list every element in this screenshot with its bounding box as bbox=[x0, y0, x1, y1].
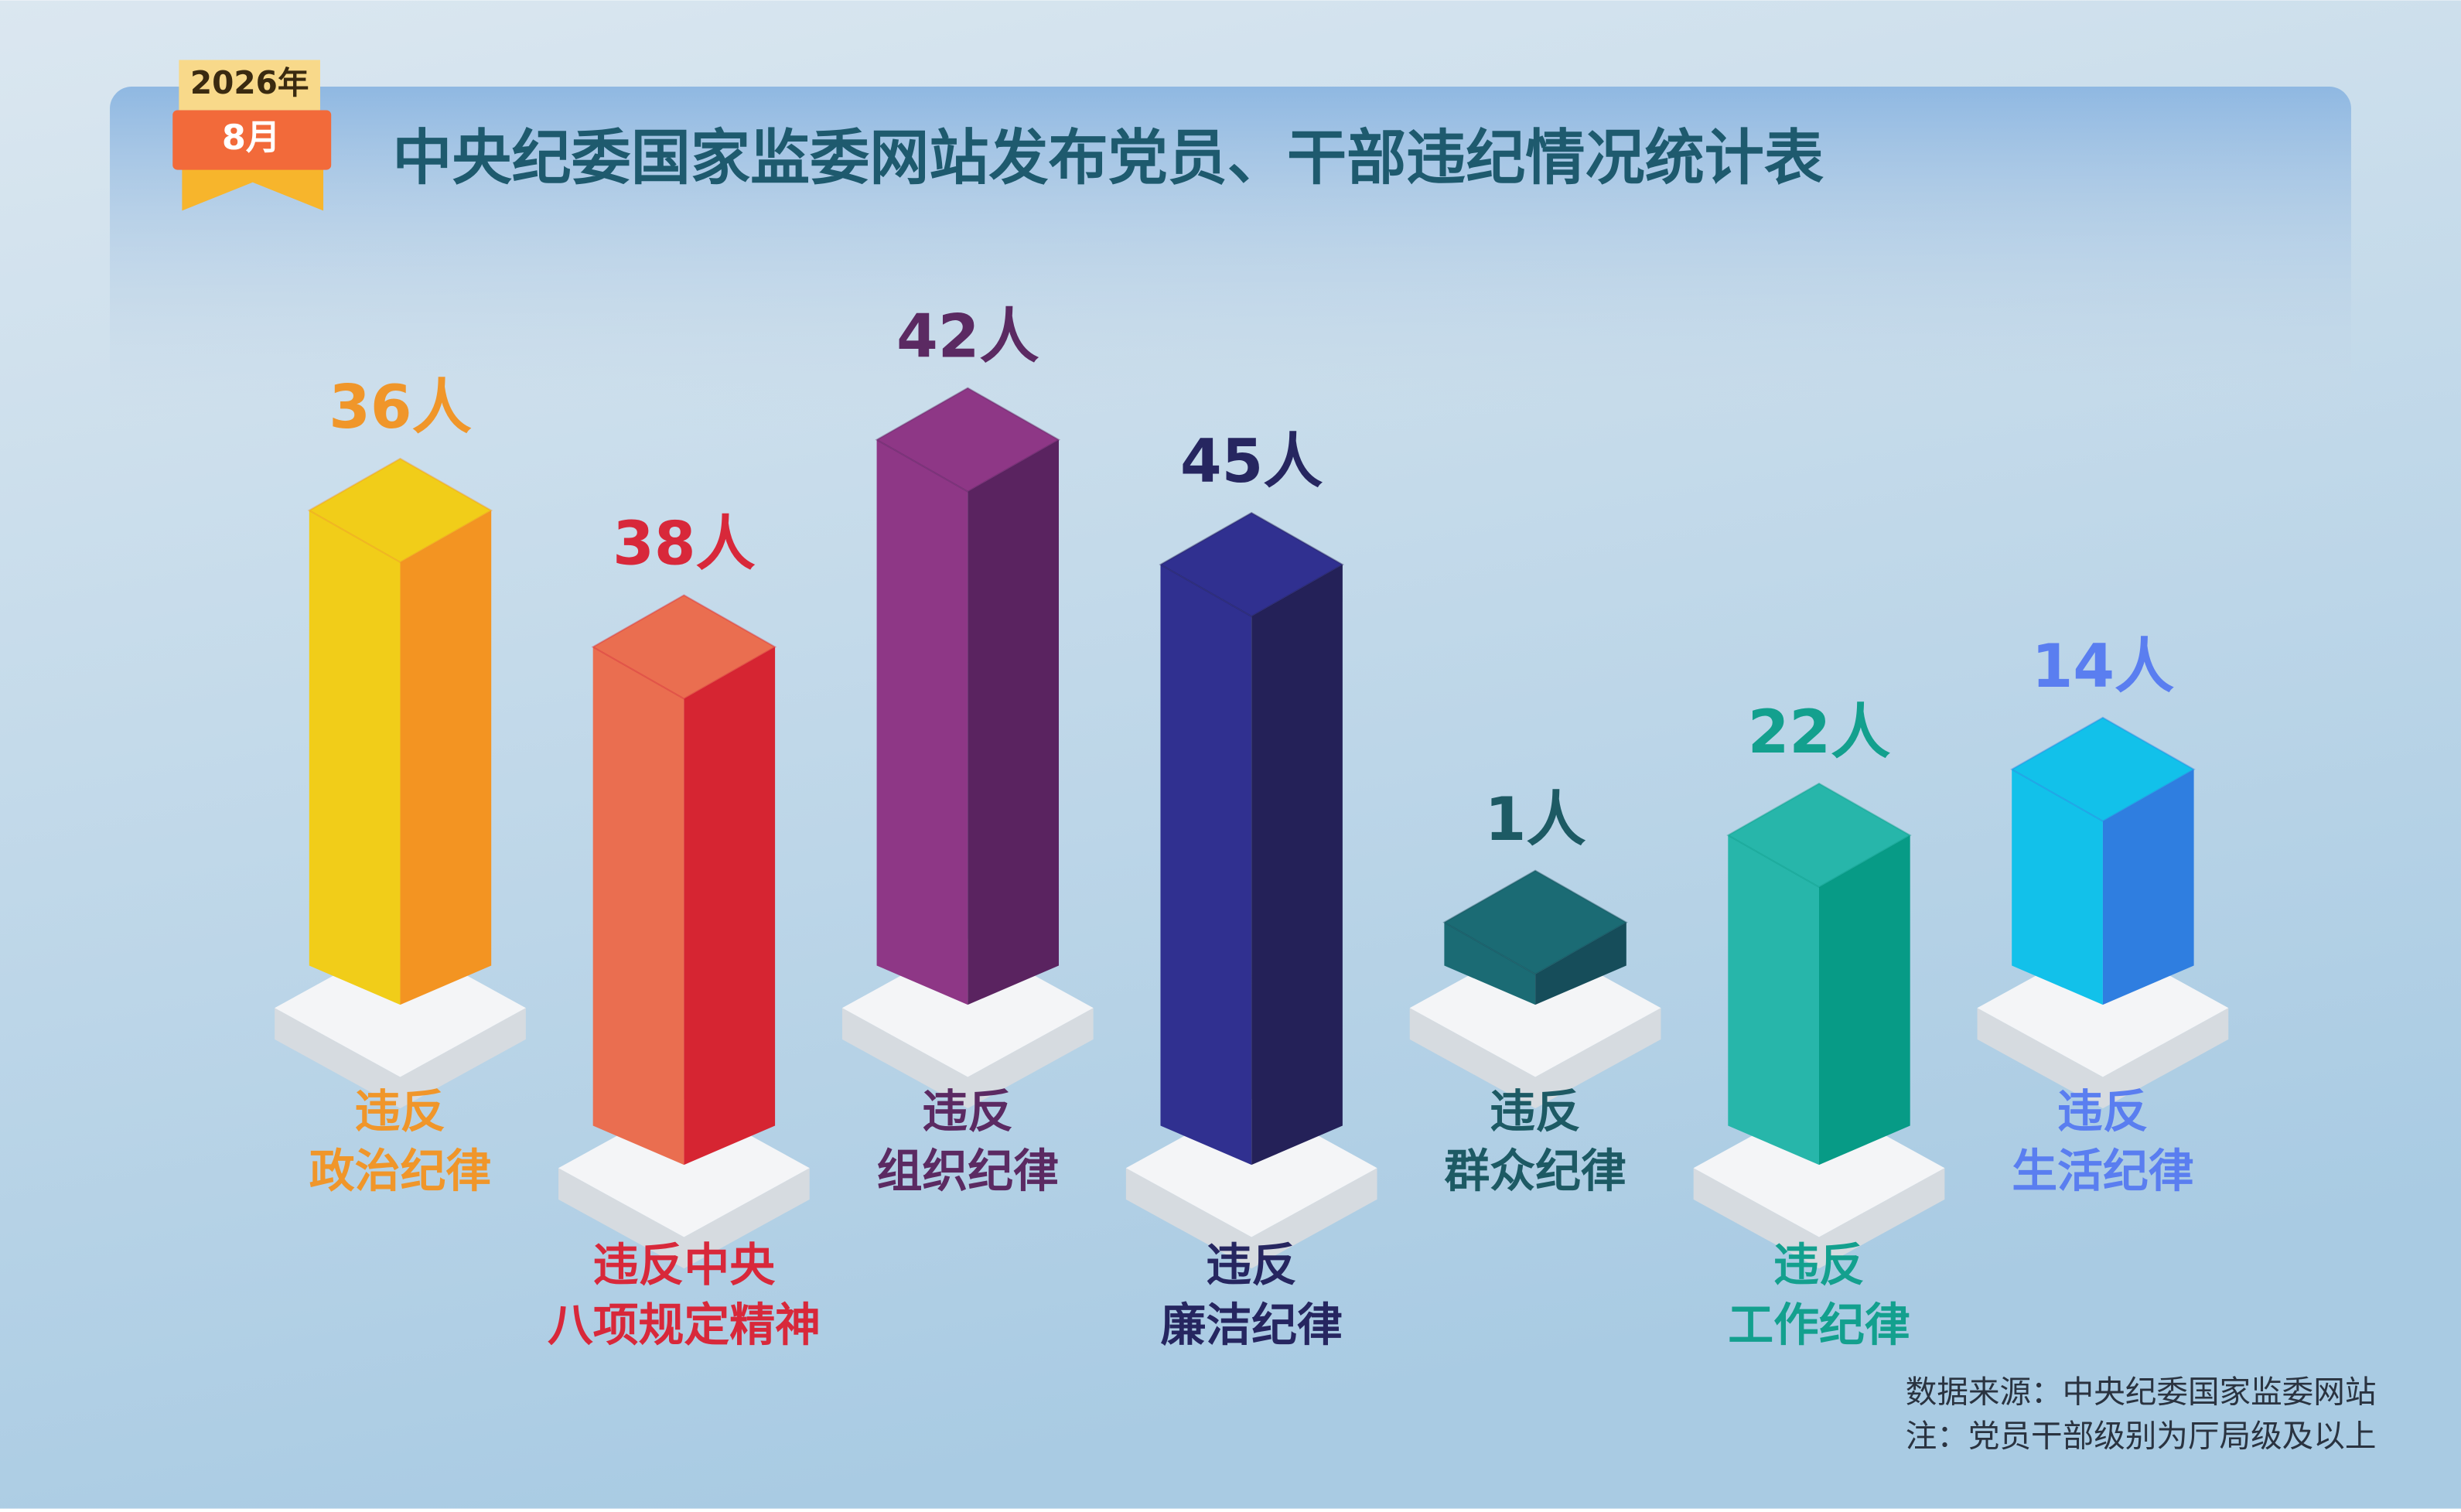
category-label: 政治纪律 bbox=[309, 1144, 491, 1197]
header-panel bbox=[110, 87, 2351, 432]
badge-year: 2026年 bbox=[190, 64, 309, 101]
pedestal-side bbox=[1977, 1008, 2229, 1109]
source-note: 数据来源：中央纪委国家监委网站 bbox=[1906, 1373, 2377, 1410]
bar bbox=[1442, 869, 1628, 1005]
category-label: 群众纪律 bbox=[1444, 1144, 1626, 1197]
bar-right-face bbox=[684, 647, 776, 1166]
bar-top bbox=[2010, 716, 2196, 822]
value-label: 22人 bbox=[1748, 698, 1890, 767]
value-label: 14人 bbox=[2032, 632, 2174, 701]
category-label: 组织纪律 bbox=[877, 1144, 1059, 1197]
bar-left-face bbox=[1160, 564, 1252, 1166]
bar bbox=[1159, 511, 1344, 1166]
category-label: 违反 bbox=[922, 1084, 1013, 1138]
bar-left-face bbox=[592, 647, 684, 1166]
category-label: 生活纪律 bbox=[2012, 1144, 2193, 1197]
category-label: 违反 bbox=[355, 1084, 446, 1138]
category-label: 工作纪律 bbox=[1728, 1298, 1910, 1351]
bar-right-face bbox=[1535, 922, 1626, 1005]
bar-left-face bbox=[1728, 835, 1820, 1166]
bar-top bbox=[1159, 511, 1344, 618]
bar bbox=[591, 594, 777, 1166]
bar-left-face bbox=[2012, 769, 2103, 1005]
category-label: 违反 bbox=[1773, 1238, 1865, 1292]
bar-top bbox=[875, 387, 1061, 493]
value-label: 42人 bbox=[896, 302, 1039, 372]
pedestal-side bbox=[558, 1168, 810, 1269]
value-label: 1人 bbox=[1485, 785, 1586, 855]
bar-left-face bbox=[309, 510, 401, 1005]
bar bbox=[307, 457, 493, 1005]
category-label: 八项规定精神 bbox=[548, 1298, 821, 1351]
bar-right-face bbox=[968, 439, 1059, 1005]
source-note: 注：党员干部级别为厅局级及以上 bbox=[1906, 1417, 2377, 1454]
bar-left-face bbox=[876, 439, 968, 1005]
pedestal-side bbox=[1125, 1168, 1377, 1269]
bar-right-face bbox=[2102, 769, 2194, 1005]
category-label: 违反 bbox=[1206, 1238, 1297, 1292]
value-label: 38人 bbox=[613, 510, 755, 579]
bar-right-face bbox=[1819, 835, 1910, 1166]
bar-top bbox=[591, 594, 777, 700]
bar-top bbox=[307, 457, 493, 564]
category-label: 违反 bbox=[1490, 1084, 1581, 1138]
bar-left-face bbox=[1444, 922, 1536, 1005]
pedestal-side bbox=[1409, 1008, 1661, 1109]
bar bbox=[2010, 716, 2196, 1005]
badge-month: 8月 bbox=[222, 118, 281, 158]
pedestal-side bbox=[841, 1008, 1094, 1109]
badge-year-bg bbox=[179, 60, 320, 111]
category-label: 违反中央 bbox=[593, 1238, 776, 1292]
chart-title: 中央纪委国家监委网站发布党员、干部违纪情况统计表 bbox=[392, 123, 1824, 193]
bar-top bbox=[1442, 869, 1628, 975]
category-label: 廉洁纪律 bbox=[1160, 1298, 1342, 1351]
category-label: 违反 bbox=[2057, 1084, 2149, 1138]
bar-right-face bbox=[400, 510, 492, 1005]
bar-top bbox=[1726, 782, 1912, 889]
bar-right-face bbox=[1251, 564, 1343, 1166]
pedestal-side bbox=[275, 1008, 526, 1109]
pedestal-side bbox=[1693, 1168, 1945, 1269]
value-label: 45人 bbox=[1180, 427, 1323, 497]
value-label: 36人 bbox=[329, 373, 471, 442]
badge-month-bg bbox=[172, 110, 332, 170]
bar bbox=[875, 387, 1061, 1005]
bar bbox=[1726, 782, 1912, 1166]
